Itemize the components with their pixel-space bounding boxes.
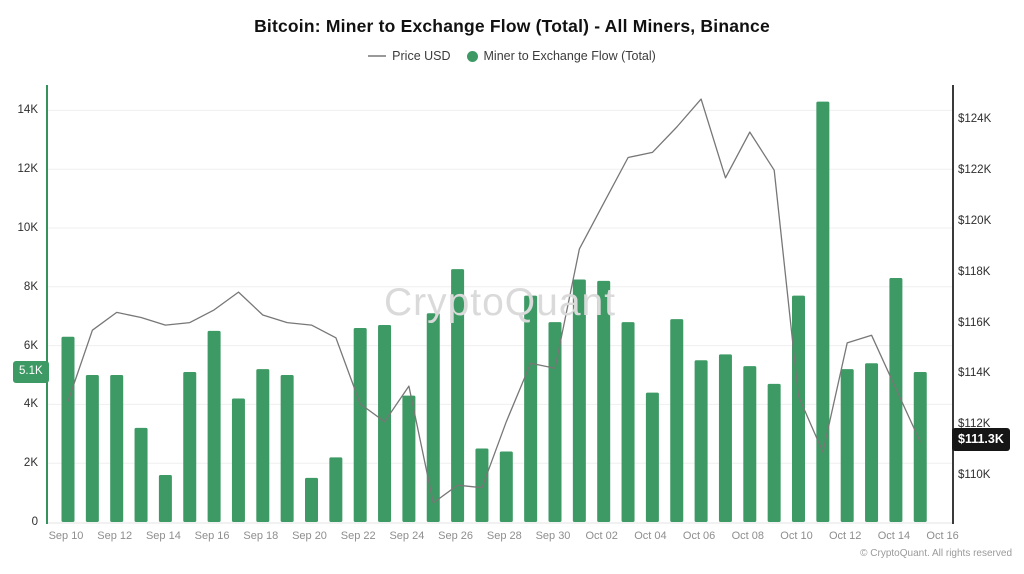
flow-bar[interactable] [645, 392, 659, 522]
flow-bar[interactable] [597, 280, 611, 522]
left-axis-tick-label: 0 [31, 516, 38, 528]
legend-item-price[interactable]: Price USD [368, 49, 451, 63]
flow-bar[interactable] [548, 322, 562, 522]
flow-bar[interactable] [840, 369, 854, 522]
legend-flow-label: Miner to Exchange Flow (Total) [483, 49, 656, 63]
flow-bar[interactable] [718, 354, 732, 522]
flow-latest-badge: 5.1K [13, 361, 49, 383]
flow-bar[interactable] [426, 313, 440, 522]
x-axis-tick-label: Oct 08 [731, 530, 764, 542]
x-axis-tick-label: Oct 12 [828, 530, 862, 542]
x-axis-tick-label: Sep 14 [145, 530, 181, 542]
left-axis-tick-label: 8K [23, 280, 38, 293]
x-axis-tick-label: Sep 16 [194, 530, 230, 542]
flow-bar[interactable] [134, 427, 148, 522]
right-axis-tick-label: $122K [958, 164, 992, 177]
flow-bar[interactable] [889, 277, 903, 522]
left-axis-tick-label: 2K [23, 457, 38, 470]
x-axis-tick-label: Oct 06 [682, 530, 716, 542]
x-axis-tick-label: Oct 02 [585, 530, 618, 542]
flow-dot-swatch-icon [466, 50, 478, 62]
x-axis-tick-label: Sep 22 [340, 530, 376, 542]
flow-bar[interactable] [621, 322, 635, 522]
x-axis-tick-label: Sep 30 [535, 530, 571, 542]
x-axis-tick-label: Oct 16 [926, 530, 959, 542]
x-axis-tick-label: Sep 12 [97, 530, 133, 542]
x-axis-tick-label: Sep 18 [243, 530, 279, 542]
flow-bar[interactable] [767, 383, 781, 522]
right-axis-tick-label: $112K [958, 418, 991, 431]
flow-bar[interactable] [499, 451, 513, 522]
plot-area[interactable]: CryptoQuant [46, 85, 954, 524]
flow-bar[interactable] [524, 295, 538, 522]
flow-bar[interactable] [451, 269, 465, 522]
legend: Price USD Miner to Exchange Flow (Total) [0, 49, 1024, 63]
flow-bar[interactable] [353, 327, 367, 522]
price-line[interactable] [67, 98, 921, 504]
flow-bar[interactable] [913, 372, 927, 522]
right-axis-tick-label: $124K [958, 113, 992, 126]
flow-bar[interactable] [158, 474, 172, 522]
flow-bar[interactable] [670, 319, 684, 522]
flow-bar[interactable] [183, 372, 197, 522]
flow-bar[interactable] [402, 395, 416, 522]
flow-bar[interactable] [207, 330, 221, 522]
flow-bar[interactable] [329, 457, 343, 522]
right-axis-tick-label: $118K [958, 265, 991, 278]
flow-bar[interactable] [305, 477, 318, 522]
chart-title: Bitcoin: Miner to Exchange Flow (Total) … [254, 16, 770, 36]
flow-bar[interactable] [110, 375, 124, 522]
flow-bar[interactable] [792, 295, 805, 522]
flow-bar[interactable] [475, 448, 489, 523]
flow-bar[interactable] [572, 279, 586, 522]
price-line-swatch-icon [368, 55, 387, 57]
x-axis-tick-label: Sep 20 [292, 530, 327, 542]
price-latest-badge: $111.3K [952, 428, 1010, 451]
flow-bar[interactable] [694, 360, 708, 522]
combo-chart-svg[interactable] [48, 85, 952, 524]
legend-item-flow[interactable]: Miner to Exchange Flow (Total) [466, 49, 656, 63]
flow-bar[interactable] [256, 369, 270, 522]
x-axis-tick-label: Oct 14 [877, 530, 911, 542]
left-axis-tick-label: 14K [17, 104, 38, 117]
right-axis-tick-label: $114K [958, 367, 991, 380]
left-axis-tick-label: 6K [23, 339, 38, 352]
right-axis-tick-label: $116K [958, 316, 991, 329]
flow-bar[interactable] [85, 375, 99, 522]
x-axis-tick-label: Sep 10 [48, 530, 84, 542]
left-axis-tick-label: 10K [17, 222, 38, 234]
flow-bar[interactable] [61, 336, 75, 522]
flow-bar[interactable] [865, 363, 879, 522]
flow-bar[interactable] [378, 325, 392, 522]
legend-price-label: Price USD [392, 49, 451, 63]
right-axis-tick-label: $120K [958, 215, 992, 227]
x-axis-tick-label: Sep 26 [438, 530, 474, 542]
right-axis-tick-label: $110K [958, 469, 991, 481]
x-axis-tick-label: Sep 24 [389, 530, 425, 542]
copyright: © CryptoQuant. All rights reserved [860, 548, 1012, 559]
left-axis-tick-label: 4K [23, 398, 38, 411]
x-axis-tick-label: Sep 28 [486, 530, 522, 542]
left-axis-tick-label: 12K [17, 163, 38, 176]
flow-bar[interactable] [816, 101, 830, 522]
flow-bar[interactable] [743, 366, 757, 522]
x-axis-tick-label: Oct 04 [634, 530, 667, 542]
x-axis-tick-label: Oct 10 [780, 530, 813, 542]
flow-bar[interactable] [231, 398, 245, 522]
flow-bar[interactable] [280, 375, 294, 522]
